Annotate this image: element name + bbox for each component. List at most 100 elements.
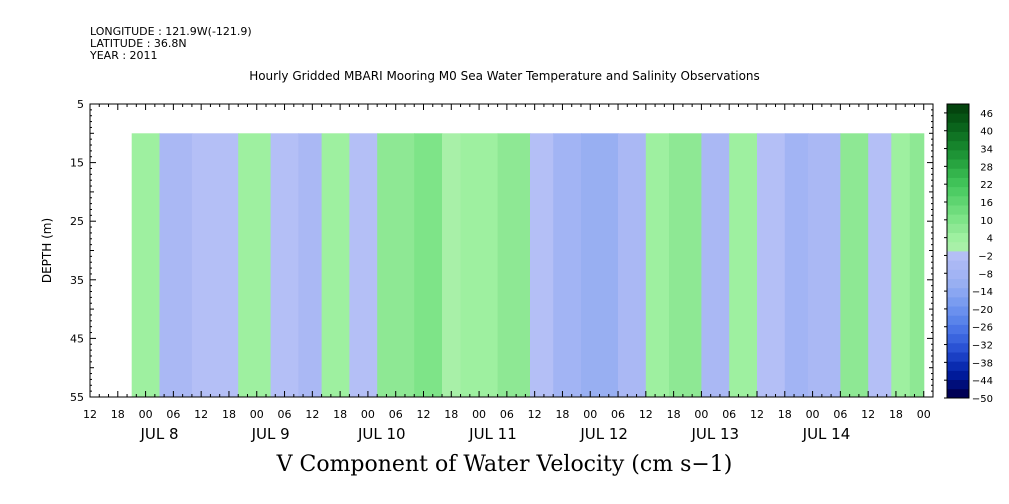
heatmap-band-27 [909,133,925,398]
colorbar-swatch [947,232,969,243]
colorbar-label: −44 [972,376,993,387]
heatmap-band-10 [442,133,462,398]
colorbar-swatch [947,159,969,169]
heatmap-band-21 [757,133,786,398]
heatmap-band-8 [377,133,415,398]
colorbar-label: 28 [980,162,993,173]
x-tick-label: 18 [111,408,125,421]
x-date-label: JUL 11 [468,425,517,443]
colorbar-swatch [947,113,969,123]
heatmap-band-15 [581,133,619,398]
heatmap-band-1 [159,133,193,398]
x-tick-label: 00 [250,408,264,421]
x-tick-label: 18 [889,408,903,421]
x-tick-label: 18 [778,408,792,421]
heatmap-band-6 [321,133,350,398]
heatmap-band-13 [530,133,554,398]
x-tick-label: 00 [472,408,486,421]
heatmap-band-26 [891,133,911,398]
colorbar-label: 40 [980,127,993,138]
colorbar-label: −32 [972,341,993,352]
heatmap-band-20 [729,133,758,398]
x-tick-label: 12 [750,408,764,421]
chart-title: Hourly Gridded MBARI Mooring M0 Sea Wate… [249,69,760,83]
colorbar-swatch [947,269,969,279]
heatmap-band-18 [669,133,702,398]
colorbar-swatch [947,223,969,234]
colorbar-swatch [947,296,969,307]
x-tick-label: 12 [305,408,319,421]
latitude-label: LATITUDE : 36.8N [90,37,187,50]
colorbar-swatch [947,361,969,371]
colorbar-swatch [947,370,969,381]
x-date-label: JUL 12 [579,425,628,443]
colorbar-swatch [947,388,969,399]
x-tick-label: 18 [444,408,458,421]
plot-axes: 12 18 00 06 12 18 00 06 12 18 00 06 12 18 00 06 12 18 00 06… [40,98,934,443]
colorbar-label: −20 [972,305,993,316]
colorbar-swatch [947,315,969,325]
colorbar-label: 22 [980,180,993,191]
x-tick-label: 06 [166,408,180,421]
colorbar-swatch [947,131,969,142]
colorbar-swatch [947,287,969,298]
x-tick-label: 06 [389,408,403,421]
x-tick-label: 00 [139,408,153,421]
x-date-label: JUL 10 [357,425,406,443]
x-tick-label: 12 [528,408,542,421]
colorbar-label: 34 [980,145,993,156]
heatmap-band-4 [270,133,299,398]
x-tick-label: 12 [194,408,208,421]
colorbar-swatch [947,214,969,224]
heatmap-band-19 [701,133,730,398]
y-tick-label: 55 [70,391,84,404]
y-axis-label: DEPTH (m) [40,218,54,283]
colorbar-label: −26 [972,323,993,334]
y-tick-label: 35 [70,274,84,287]
heatmap-band-3 [238,133,272,398]
colorbar-label: −2 [978,251,993,262]
colorbar-swatch [947,195,969,206]
heatmap-band-5 [298,133,323,398]
colorbar-swatch [947,306,969,316]
y-tick-label: 45 [70,332,84,345]
colorbar: 46 40 34 28 22 16 10 4 −2 −8 −14 −20 −26 −32 −38 −44 −50 [944,103,993,405]
heatmap-band-2 [191,133,239,398]
x-tick-label: 12 [861,408,875,421]
x-date-label: JUL 13 [690,425,739,443]
x-tick-label: 18 [333,408,347,421]
x-tick-label: 12 [416,408,430,421]
colorbar-swatch [947,324,969,335]
colorbar-swatch [947,251,969,261]
x-tick-label: 12 [639,408,653,421]
colorbar-swatch [947,122,969,132]
heatmap-band-24 [840,133,869,398]
x-date-label: JUL 9 [251,425,290,443]
colorbar-label: 16 [980,198,993,209]
colorbar-swatch [947,140,969,151]
y-tick-label: 25 [70,215,84,228]
heatmap-band-0 [131,133,161,398]
colorbar-swatch [947,333,969,344]
colorbar-swatch [947,352,969,362]
colorbar-swatch [947,379,969,390]
heatmap-band-9 [414,133,443,398]
heatmap-band-14 [553,133,582,398]
colorbar-label: −8 [978,269,993,280]
heatmap-band-11 [460,133,499,398]
colorbar-swatch [947,205,969,215]
x-tick-label: 00 [583,408,597,421]
colorbar-swatch [947,260,969,270]
x-tick-label: 06 [500,408,514,421]
x-tick-label: 00 [917,408,931,421]
heatmap-band-12 [497,133,531,398]
colorbar-label: 10 [980,216,993,227]
colorbar-label: −50 [972,394,993,405]
heatmap-band-22 [784,133,809,398]
colorbar-swatch [947,278,969,289]
x-tick-label: 00 [361,408,375,421]
x-tick-label: 00 [694,408,708,421]
x-tick-label: 18 [555,408,569,421]
colorbar-swatch [947,241,969,252]
